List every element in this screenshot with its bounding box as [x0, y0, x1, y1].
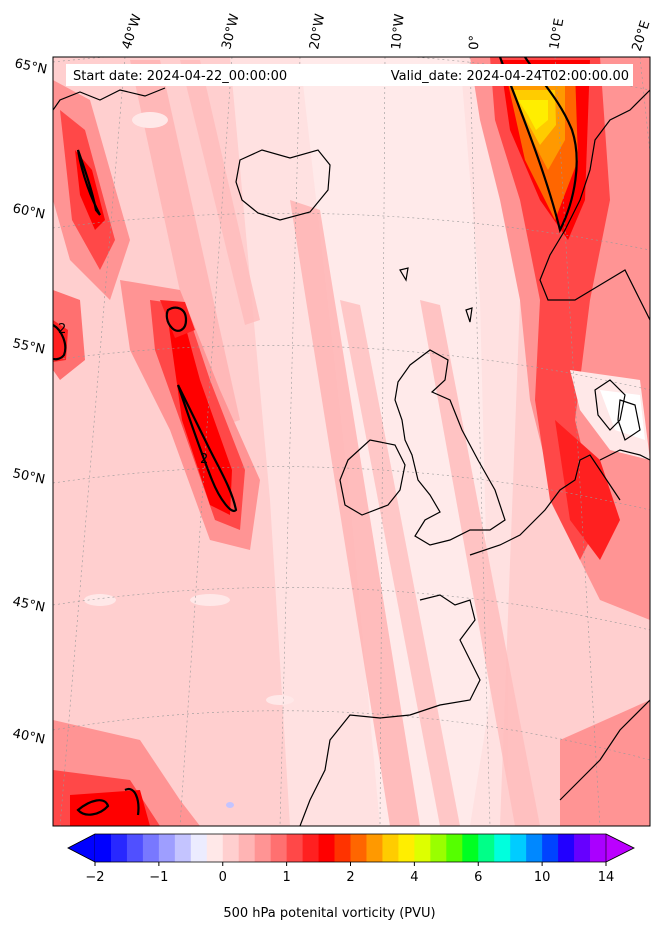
pv2-contours [53, 57, 578, 816]
iceland-coast [235, 149, 331, 221]
colorbar-swatch [398, 834, 415, 862]
colorbar-tick-label: 2 [346, 870, 354, 885]
colorbar-swatch [270, 834, 288, 862]
lon-label-20e: 20°E [630, 19, 654, 53]
colorbar-swatch [366, 834, 383, 862]
colorbar-swatch [142, 834, 160, 862]
colorbar-swatch [254, 834, 272, 862]
colorbar-swatch [95, 834, 112, 862]
colorbar-swatch [510, 834, 527, 862]
lat-labels: 65°N 60°N 55°N 50°N 45°N 40°N [11, 56, 48, 747]
colorbar-swatch [238, 834, 256, 862]
colorbar-swatch [414, 834, 431, 862]
lon-label-40w: 40°W [120, 12, 145, 51]
colorbar-swatch [206, 834, 224, 862]
coastlines [53, 87, 650, 826]
scandinavia-coast [539, 89, 650, 321]
colorbar-swatch [174, 834, 192, 862]
colorbar-swatch [430, 834, 447, 862]
lat-label-50n: 50°N [11, 466, 46, 487]
colorbar-swatch [158, 834, 176, 862]
colorbar-swatch [558, 834, 575, 862]
colorbar-swatch [302, 834, 319, 862]
start-date: Start date: 2024-04-22_00:00:00 [73, 69, 287, 84]
colorbar-tick-label: −2 [85, 870, 104, 885]
lon-label-20w: 20°W [307, 13, 328, 51]
colorbar-over-arrow [605, 833, 635, 863]
lon-label-10e: 10°E [547, 17, 567, 50]
colorbar [67, 833, 635, 863]
lon-label-0: 0° [467, 35, 483, 50]
lat-label-55n: 55°N [11, 336, 46, 357]
map-frame [52, 56, 651, 827]
colorbar-under-arrow [67, 833, 96, 863]
colorbar-swatch [446, 834, 463, 862]
colorbar-swatch [222, 834, 240, 862]
continental-coast [299, 454, 621, 826]
colorbar-tick-label: 6 [474, 870, 482, 885]
valid-date: Valid_date: 2024-04-24T02:00:00.00 [391, 69, 629, 84]
colorbar-tick-label: 0 [219, 870, 227, 885]
colorbar-swatch [350, 834, 367, 862]
colorbar-swatch [334, 834, 351, 862]
colorbar-swatch [318, 834, 335, 862]
colorbar-swatch [478, 834, 495, 862]
lat-label-45n: 45°N [11, 594, 46, 615]
contour-label-2: 2 [58, 322, 66, 337]
header-box [66, 64, 633, 86]
colorbar-swatch [190, 834, 208, 862]
colorbar-swatch [126, 834, 144, 862]
colorbar-tick-label: −1 [149, 870, 168, 885]
colorbar-swatch [574, 834, 591, 862]
lat-label-65n: 65°N [13, 56, 48, 77]
colorbar-swatch [110, 834, 128, 862]
colorbar-swatch [286, 834, 303, 862]
colorbar-ticks: −2 −1 0 1 2 4 6 10 14 [85, 862, 614, 885]
colorbar-swatch [526, 834, 543, 862]
colorbar-swatch [462, 834, 479, 862]
greenland-coast [53, 87, 166, 111]
lat-label-60n: 60°N [11, 201, 46, 222]
colorbar-label: 500 hPa potenital vorticity (PVU) [223, 906, 436, 921]
contour-label-1: 2 [200, 452, 208, 467]
lon-label-10w: 10°W [389, 13, 408, 50]
pv-field [53, 57, 650, 826]
colorbar-swatch [542, 834, 559, 862]
ireland-coast [339, 439, 406, 516]
colorbar-tick-label: 1 [282, 870, 290, 885]
colorbar-tick-label: 4 [410, 870, 418, 885]
colorbar-tick-label: 14 [598, 870, 615, 885]
lon-label-30w: 30°W [219, 12, 242, 51]
colorbar-swatch [382, 834, 399, 862]
lat-label-40n: 40°N [11, 726, 46, 747]
great-britain-coast [394, 349, 506, 546]
colorbar-swatch [590, 834, 607, 862]
colorbar-swatch [494, 834, 511, 862]
lon-labels: 40°W 30°W 20°W 10°W 0° 10°E 20°E [120, 12, 654, 53]
colorbar-tick-label: 10 [534, 870, 551, 885]
